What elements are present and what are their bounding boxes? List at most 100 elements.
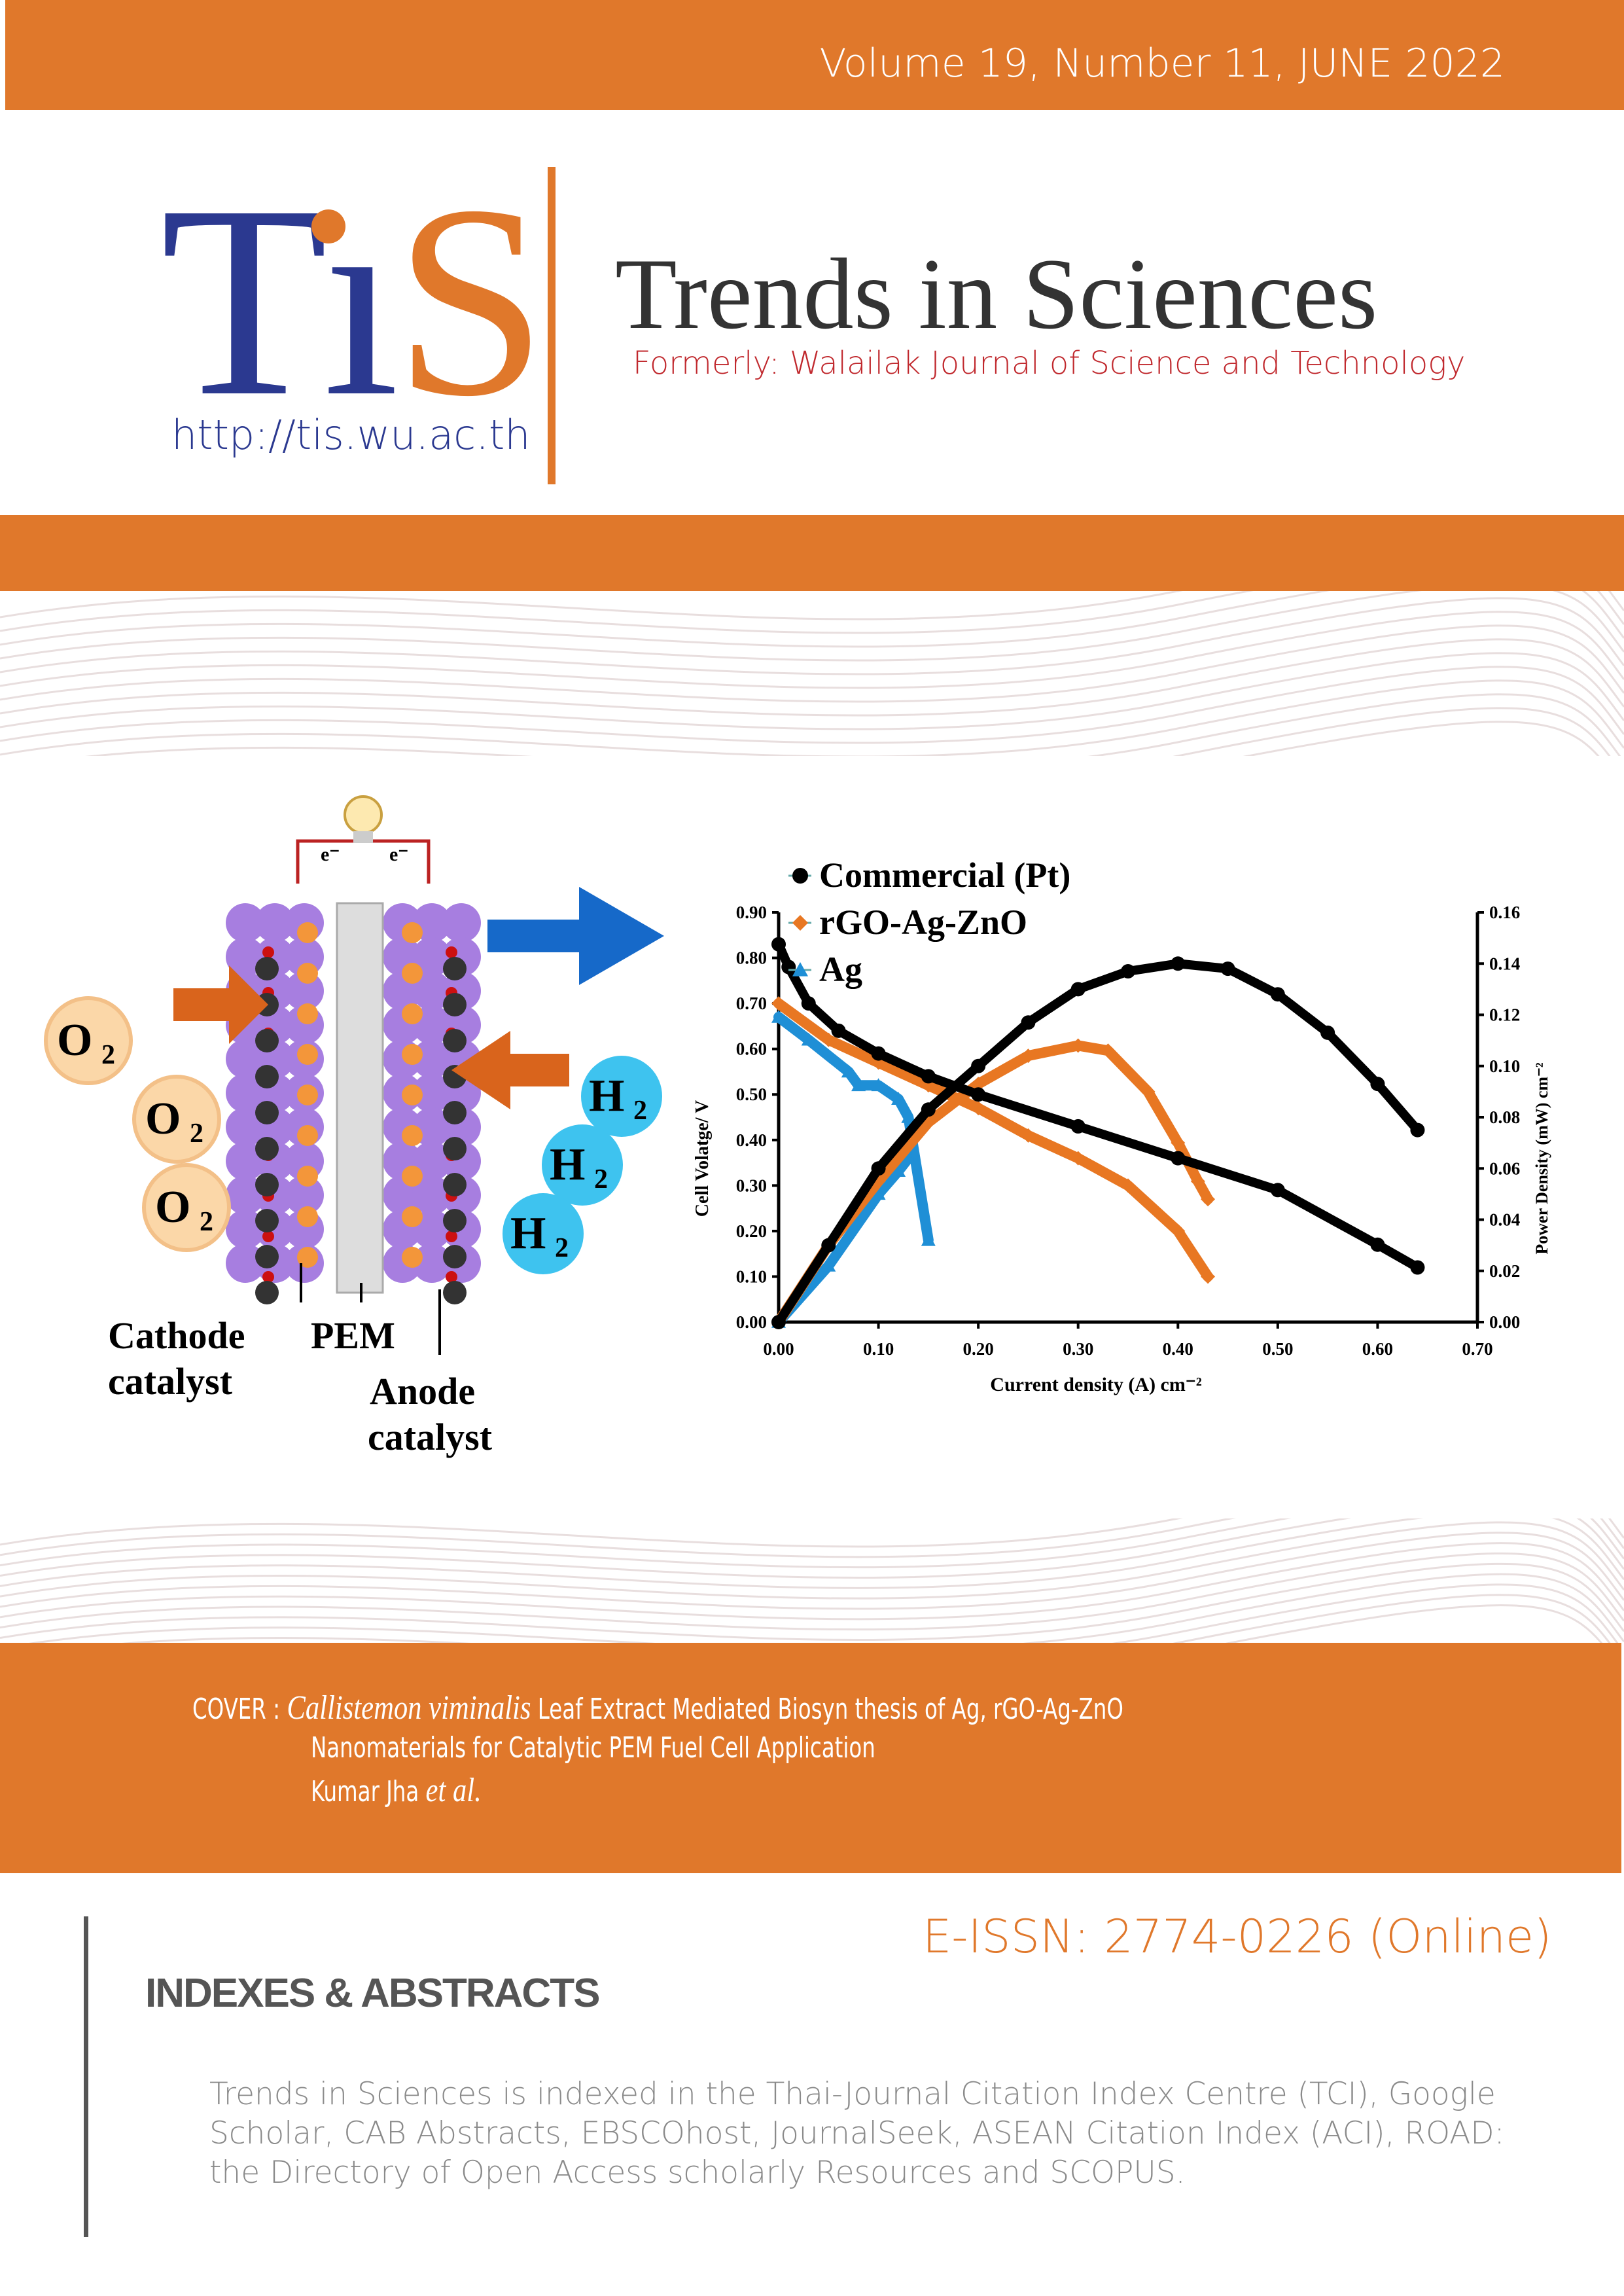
data-point [801, 1032, 816, 1046]
issue-info: Volume 19, Number 11, JUNE 2022 [819, 41, 1505, 86]
catalyst-particle [226, 1107, 265, 1147]
metal-nanoparticle [297, 1003, 318, 1024]
x-tick-label: 0.10 [863, 1339, 894, 1359]
metal-nanoparticle [297, 1125, 318, 1146]
o2-label: O [57, 1015, 92, 1066]
anode-label: Anode [370, 1370, 475, 1412]
wave-pattern-top [0, 591, 1624, 756]
x-axis-label: Current density (A) cm⁻² [990, 1374, 1201, 1395]
catalyst-particle [226, 1210, 265, 1249]
rgo-ag-zno-power-line [773, 1040, 1214, 1327]
data-point [771, 1315, 786, 1329]
metal-nanoparticle [402, 1206, 423, 1227]
data-point [1370, 1237, 1385, 1252]
metal-nanoparticle [297, 1166, 318, 1187]
carbon-support [443, 1173, 467, 1196]
data-point [1101, 1043, 1116, 1058]
wave-line [0, 666, 1624, 744]
data-point [1171, 1151, 1186, 1166]
metal-nanoparticle [402, 1003, 423, 1024]
y2-tick-label: 0.04 [1489, 1210, 1520, 1230]
data-point [871, 1187, 886, 1200]
journal-url[interactable]: http://tis.wu.ac.th [171, 411, 531, 459]
data-point [1201, 1269, 1216, 1284]
cover-title-2: Nanomaterials for Catalytic PEM Fuel Cel… [311, 1731, 875, 1765]
data-point [821, 1258, 836, 1272]
carbon-support [255, 1245, 279, 1268]
data-point [891, 1164, 906, 1177]
h2-arrow [451, 1031, 569, 1109]
data-point [1021, 1128, 1036, 1143]
proton [446, 946, 457, 958]
data-point [901, 1151, 916, 1164]
y-tick-label: 0.80 [736, 948, 767, 968]
cover-label: COVER : [192, 1693, 287, 1726]
data-point [1171, 956, 1186, 971]
metal-nanoparticle [297, 1085, 318, 1105]
divider [548, 167, 556, 484]
wave-line [0, 1562, 1624, 1641]
y-tick-label: 0.10 [736, 1266, 767, 1286]
metal-nanoparticle [402, 1166, 423, 1187]
data-point [1140, 1084, 1156, 1099]
wave-line [0, 1518, 1624, 1579]
wave-line [1172, 707, 1611, 756]
metal-nanoparticle [297, 1206, 318, 1227]
carbon-support [255, 957, 279, 980]
y2-tick-label: 0.14 [1489, 954, 1520, 973]
carbon-support [255, 1281, 279, 1304]
data-point [921, 1232, 936, 1246]
carbon-support [255, 1137, 279, 1160]
hydrogen-molecule [503, 1193, 584, 1274]
metal-nanoparticle [402, 1044, 423, 1065]
cover-etal: et al. [425, 1772, 482, 1809]
wave-line [0, 591, 1624, 648]
data-point [1190, 1174, 1205, 1189]
data-point [831, 1023, 846, 1038]
orange-band [0, 515, 1624, 591]
carbon-support [443, 1137, 467, 1160]
o2-arrow [173, 965, 268, 1044]
blue-arrow-icon [487, 887, 664, 985]
proton [446, 1230, 457, 1242]
hydrogen-molecule [542, 1124, 623, 1206]
carbon-support [443, 1245, 467, 1268]
data-point [771, 1009, 786, 1023]
catalyst-particle [412, 1244, 451, 1283]
catalyst-particle [412, 1141, 451, 1181]
proton [446, 1271, 457, 1283]
data-point [1201, 1192, 1216, 1207]
carbon-support [443, 1101, 467, 1124]
data-point [871, 1161, 886, 1176]
catalyst-particle [412, 937, 451, 977]
y-tick-label: 0.40 [736, 1130, 767, 1150]
wave-line [0, 638, 1624, 717]
metal-nanoparticle [402, 1125, 423, 1146]
wave-line [0, 624, 1624, 703]
wave-line [0, 1542, 1624, 1621]
h2-label: H [589, 1071, 624, 1121]
catalyst-particle [226, 1244, 265, 1283]
wave-line [1225, 1604, 1603, 1643]
legend-label: Ag [819, 950, 862, 989]
h2-subscript: 2 [594, 1164, 608, 1194]
catalyst-particle [226, 1039, 265, 1079]
o2-subscript: 2 [190, 1119, 203, 1149]
y2-tick-label: 0.06 [1489, 1158, 1520, 1178]
proton [262, 946, 274, 958]
h2-label: H [550, 1139, 585, 1190]
catalyst-particle [412, 1039, 451, 1079]
o2-subscript: 2 [200, 1207, 213, 1237]
o2-label: O [155, 1182, 190, 1232]
carbon-support [443, 957, 467, 980]
data-point [871, 1046, 886, 1061]
section-divider [84, 1916, 88, 2237]
catalyst-particle [285, 1175, 324, 1215]
legend-marker [792, 868, 808, 884]
journal-formerly: Formerly: Walailak Journal of Science an… [633, 345, 1466, 382]
data-point [781, 960, 796, 975]
proton [262, 1230, 274, 1242]
data-point [851, 1078, 866, 1092]
oxygen-molecule [142, 1163, 231, 1252]
h2-subscript: 2 [633, 1096, 647, 1126]
